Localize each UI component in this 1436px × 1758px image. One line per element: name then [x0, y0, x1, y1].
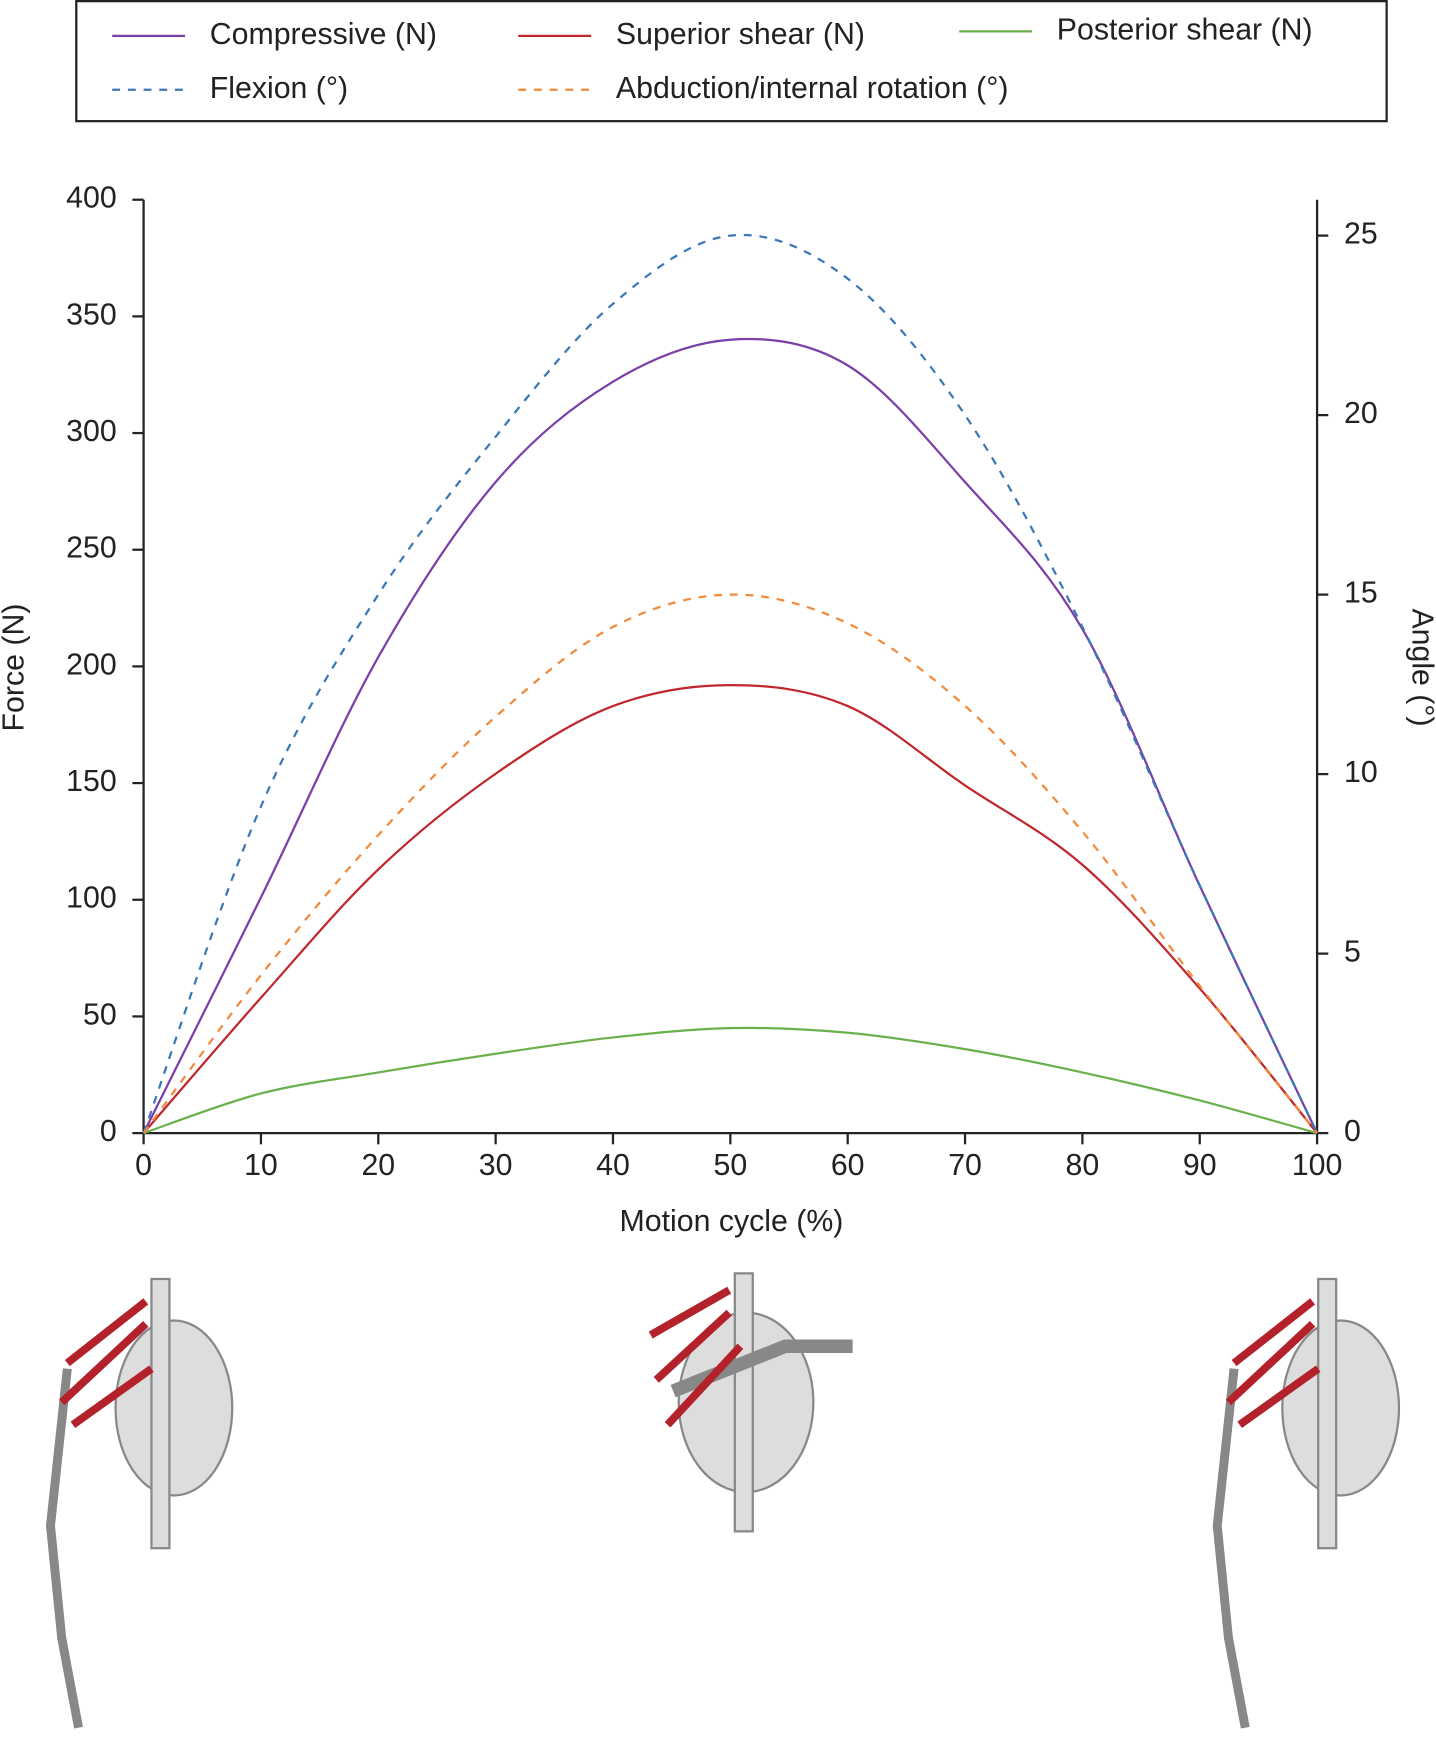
- y2-tick-label: 10: [1344, 756, 1378, 789]
- y-axis-label: Force (N): [0, 604, 31, 732]
- legend-label: Superior shear (N): [616, 18, 865, 51]
- y-tick-label: 250: [66, 532, 117, 565]
- y-tick-label: 350: [66, 298, 117, 331]
- y2-tick-label: 5: [1344, 936, 1361, 969]
- series-line: [142, 337, 1319, 1134]
- y2-tick-label: 0: [1344, 1115, 1361, 1148]
- x-tick-label: 0: [135, 1149, 152, 1182]
- x-axis-label: Motion cycle (%): [620, 1205, 844, 1238]
- x-tick-label: 60: [831, 1149, 865, 1182]
- y-tick-label: 200: [66, 648, 117, 681]
- x-tick-label: 100: [1292, 1149, 1343, 1182]
- y2-tick-label: 20: [1344, 397, 1378, 430]
- x-tick-label: 80: [1066, 1149, 1100, 1182]
- legend-label: Compressive (N): [210, 18, 437, 51]
- y-tick-label: 300: [66, 415, 117, 448]
- skeleton-end: [1212, 1277, 1401, 1729]
- skeleton-rest: [45, 1277, 234, 1729]
- y2-tick-label: 25: [1344, 218, 1378, 251]
- skeleton-illustrations: [45, 1272, 1401, 1729]
- y2-tick-label: 15: [1344, 577, 1378, 610]
- x-tick-label: 90: [1183, 1149, 1217, 1182]
- series-line: [142, 593, 1318, 1134]
- x-tick-label: 50: [713, 1149, 747, 1182]
- legend-label: Flexion (°): [210, 72, 348, 105]
- x-tick-label: 70: [948, 1149, 982, 1182]
- series-line: [143, 1026, 1318, 1135]
- series-line: [142, 233, 1319, 1134]
- legend-box: [75, 0, 1388, 123]
- skeleton-mid: [648, 1272, 853, 1533]
- y2-axis-label: Angle (°): [1405, 608, 1436, 726]
- series-line: [142, 683, 1318, 1134]
- y-tick-label: 400: [66, 182, 117, 215]
- x-tick-label: 10: [244, 1149, 278, 1182]
- y-tick-label: 100: [66, 882, 117, 915]
- y-tick-label: 0: [100, 1115, 117, 1148]
- x-tick-label: 30: [479, 1149, 513, 1182]
- x-tick-label: 20: [361, 1149, 395, 1182]
- legend-label: Abduction/internal rotation (°): [616, 72, 1009, 105]
- y-tick-label: 50: [83, 998, 117, 1031]
- x-tick-label: 40: [596, 1149, 630, 1182]
- y-tick-label: 150: [66, 765, 117, 798]
- legend-label: Posterior shear (N): [1057, 13, 1313, 46]
